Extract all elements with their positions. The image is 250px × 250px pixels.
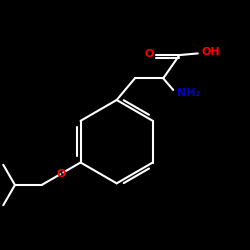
Text: O: O — [57, 169, 66, 179]
Text: O: O — [144, 49, 154, 59]
Text: NH₂: NH₂ — [176, 88, 200, 98]
Text: OH: OH — [201, 47, 220, 57]
